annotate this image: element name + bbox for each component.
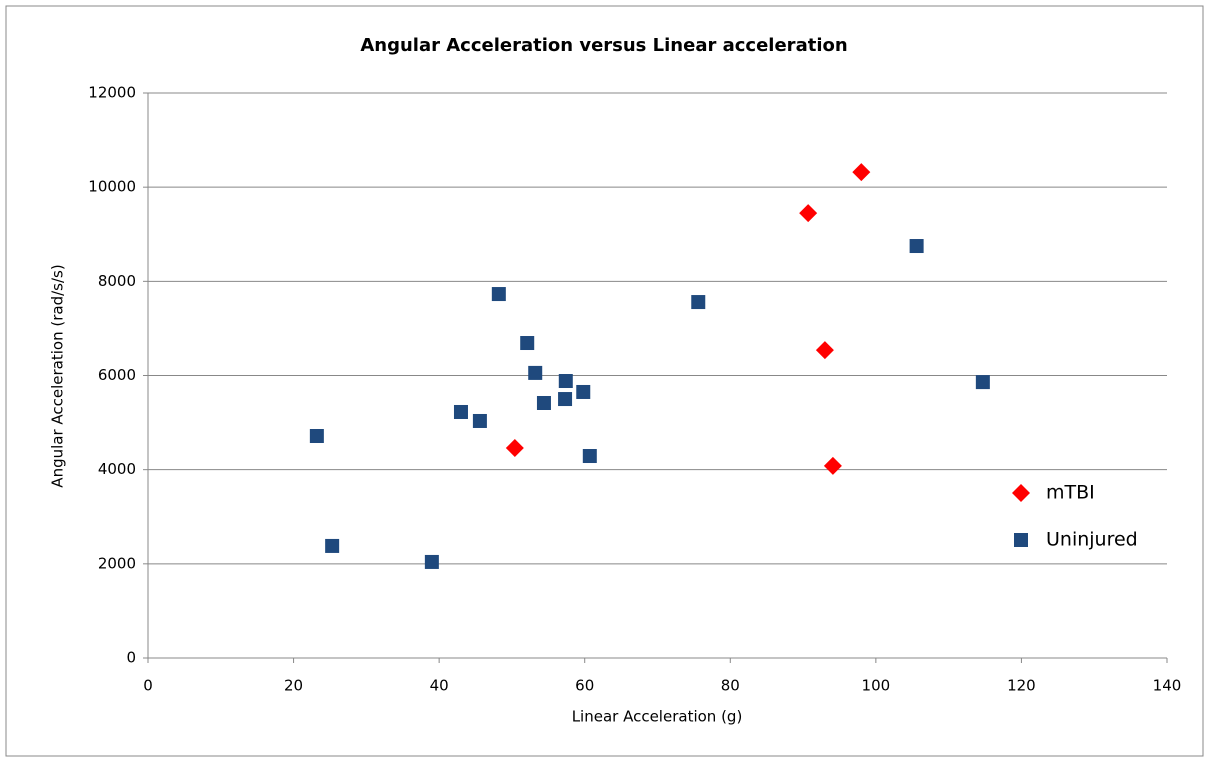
x-tick-label: 140 <box>1153 677 1182 695</box>
point <box>520 336 535 351</box>
legend-marker <box>1014 533 1028 547</box>
point <box>576 384 591 399</box>
point <box>453 404 468 419</box>
point <box>528 365 543 380</box>
legend-label: Uninjured <box>1046 529 1138 551</box>
x-tick-label: 60 <box>575 677 594 695</box>
y-axis-label: Angular Acceleration (rad/s/s) <box>49 264 67 487</box>
point <box>852 163 871 182</box>
point <box>815 341 834 360</box>
point <box>799 204 818 223</box>
chart-title: Angular Acceleration versus Linear accel… <box>360 35 847 56</box>
point <box>691 295 706 310</box>
y-tick-label: 10000 <box>88 178 136 196</box>
point <box>582 449 597 464</box>
point <box>505 439 524 458</box>
legend-label: mTBI <box>1046 482 1095 504</box>
point <box>491 287 506 302</box>
y-tick-label: 6000 <box>98 366 136 384</box>
x-tick-label: 0 <box>143 677 153 695</box>
x-tick-label: 120 <box>1007 677 1036 695</box>
point <box>309 429 324 444</box>
point <box>424 554 439 569</box>
point <box>823 456 842 475</box>
x-tick-label: 20 <box>284 677 303 695</box>
point <box>975 375 990 390</box>
x-axis-label: Linear Acceleration (g) <box>572 708 743 726</box>
y-tick-label: 12000 <box>88 84 136 102</box>
y-tick-label: 4000 <box>98 460 136 478</box>
point <box>558 374 573 389</box>
point <box>536 395 551 410</box>
point <box>558 392 573 407</box>
y-tick-label: 8000 <box>98 272 136 290</box>
x-tick-label: 80 <box>721 677 740 695</box>
y-tick-label: 2000 <box>98 554 136 572</box>
legend-marker <box>1012 484 1030 502</box>
x-tick-label: 40 <box>430 677 449 695</box>
x-tick-label: 100 <box>862 677 891 695</box>
point <box>325 538 340 553</box>
chart-border <box>5 5 1204 757</box>
point <box>909 239 924 254</box>
y-tick-label: 0 <box>126 649 136 667</box>
point <box>472 413 487 428</box>
